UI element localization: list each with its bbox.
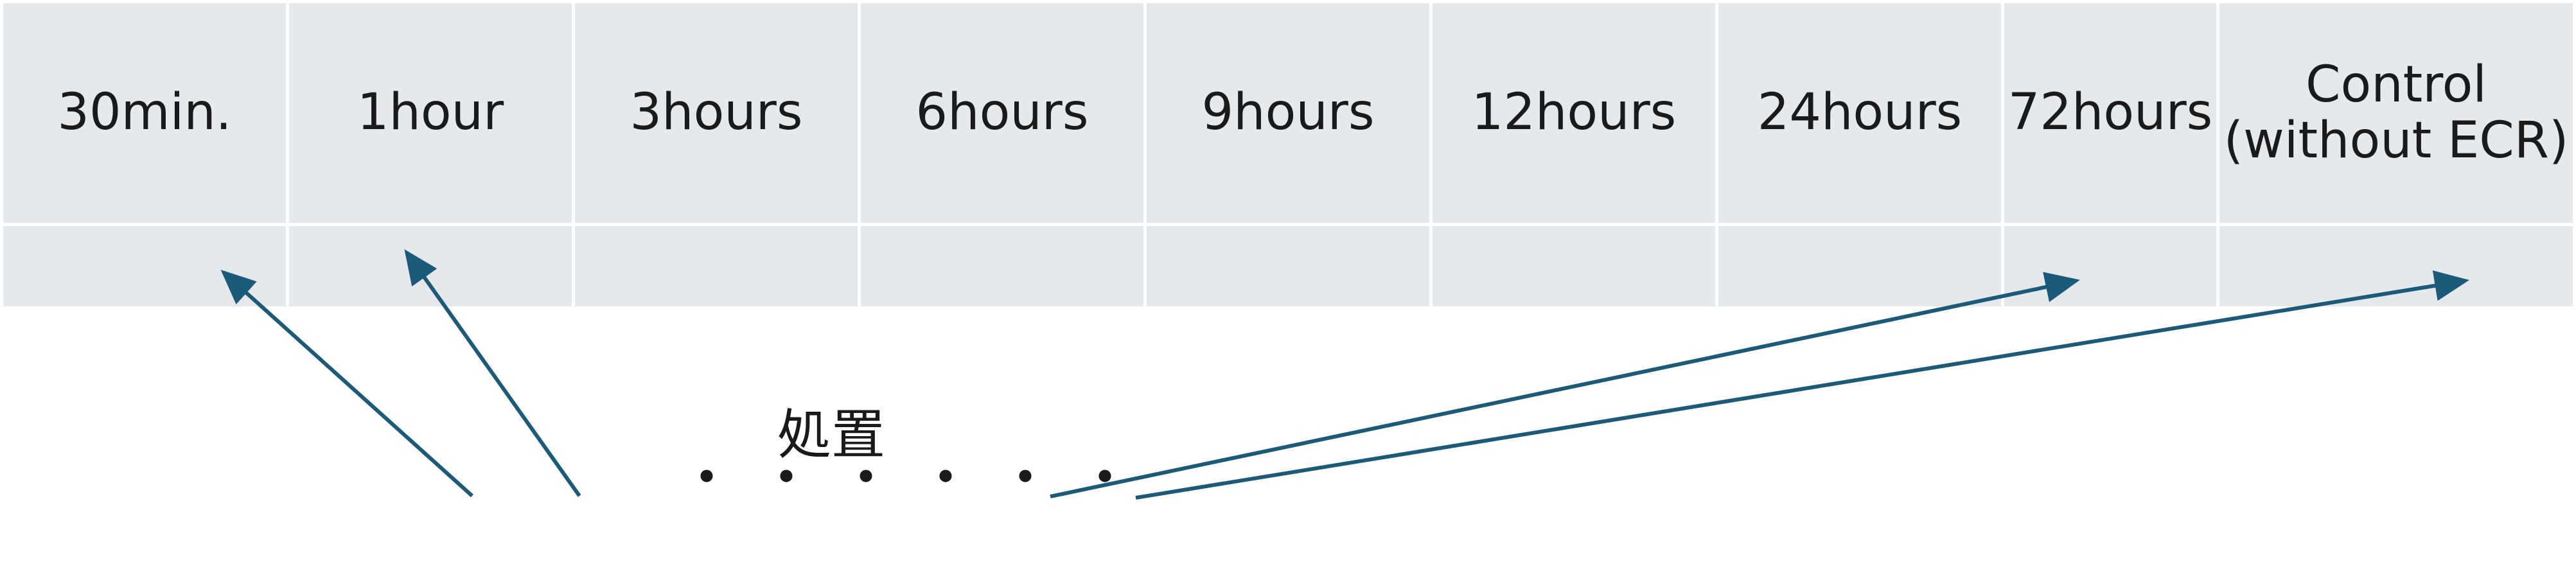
cell-label: 30min. [57, 83, 232, 142]
cell-9hours: 9hours [1147, 3, 1429, 223]
empty-cell [2004, 226, 2216, 306]
empty-cell [1147, 226, 1429, 306]
cell-label: 3hours [630, 83, 803, 142]
treatment-label: 処置 [777, 403, 886, 466]
arrow-to-72hours [1050, 272, 2080, 498]
cell-72hours: 72hours [2004, 3, 2216, 223]
cell-label: Control (without ECR) [2223, 55, 2569, 170]
arrow-to-30min [220, 269, 474, 498]
empty-cell [575, 226, 858, 306]
cell-1hour: 1hour [289, 3, 572, 223]
arrow-to-control [1135, 270, 2469, 500]
cell-label: 12hours [1471, 83, 1677, 142]
cell-label: 1hour [357, 83, 504, 142]
empty-cell [1433, 226, 1715, 306]
cell-6hours: 6hours [861, 3, 1143, 223]
cell-24hours: 24hours [1718, 3, 2001, 223]
cell-12hours: 12hours [1433, 3, 1715, 223]
cell-label: 6hours [915, 83, 1089, 142]
cell-control: Control (without ECR) [2219, 3, 2573, 223]
cell-label: 9hours [1201, 83, 1375, 142]
cell-3hours: 3hours [575, 3, 858, 223]
cell-30min: 30min. [3, 3, 286, 223]
cell-label: 24hours [1757, 83, 1963, 142]
empty-cell [861, 226, 1143, 306]
empty-cell [1718, 226, 2001, 306]
ellipsis: ・・・・・・ [678, 444, 1156, 512]
arrow-to-1hour [404, 249, 581, 497]
cell-label: 72hours [2007, 83, 2213, 142]
